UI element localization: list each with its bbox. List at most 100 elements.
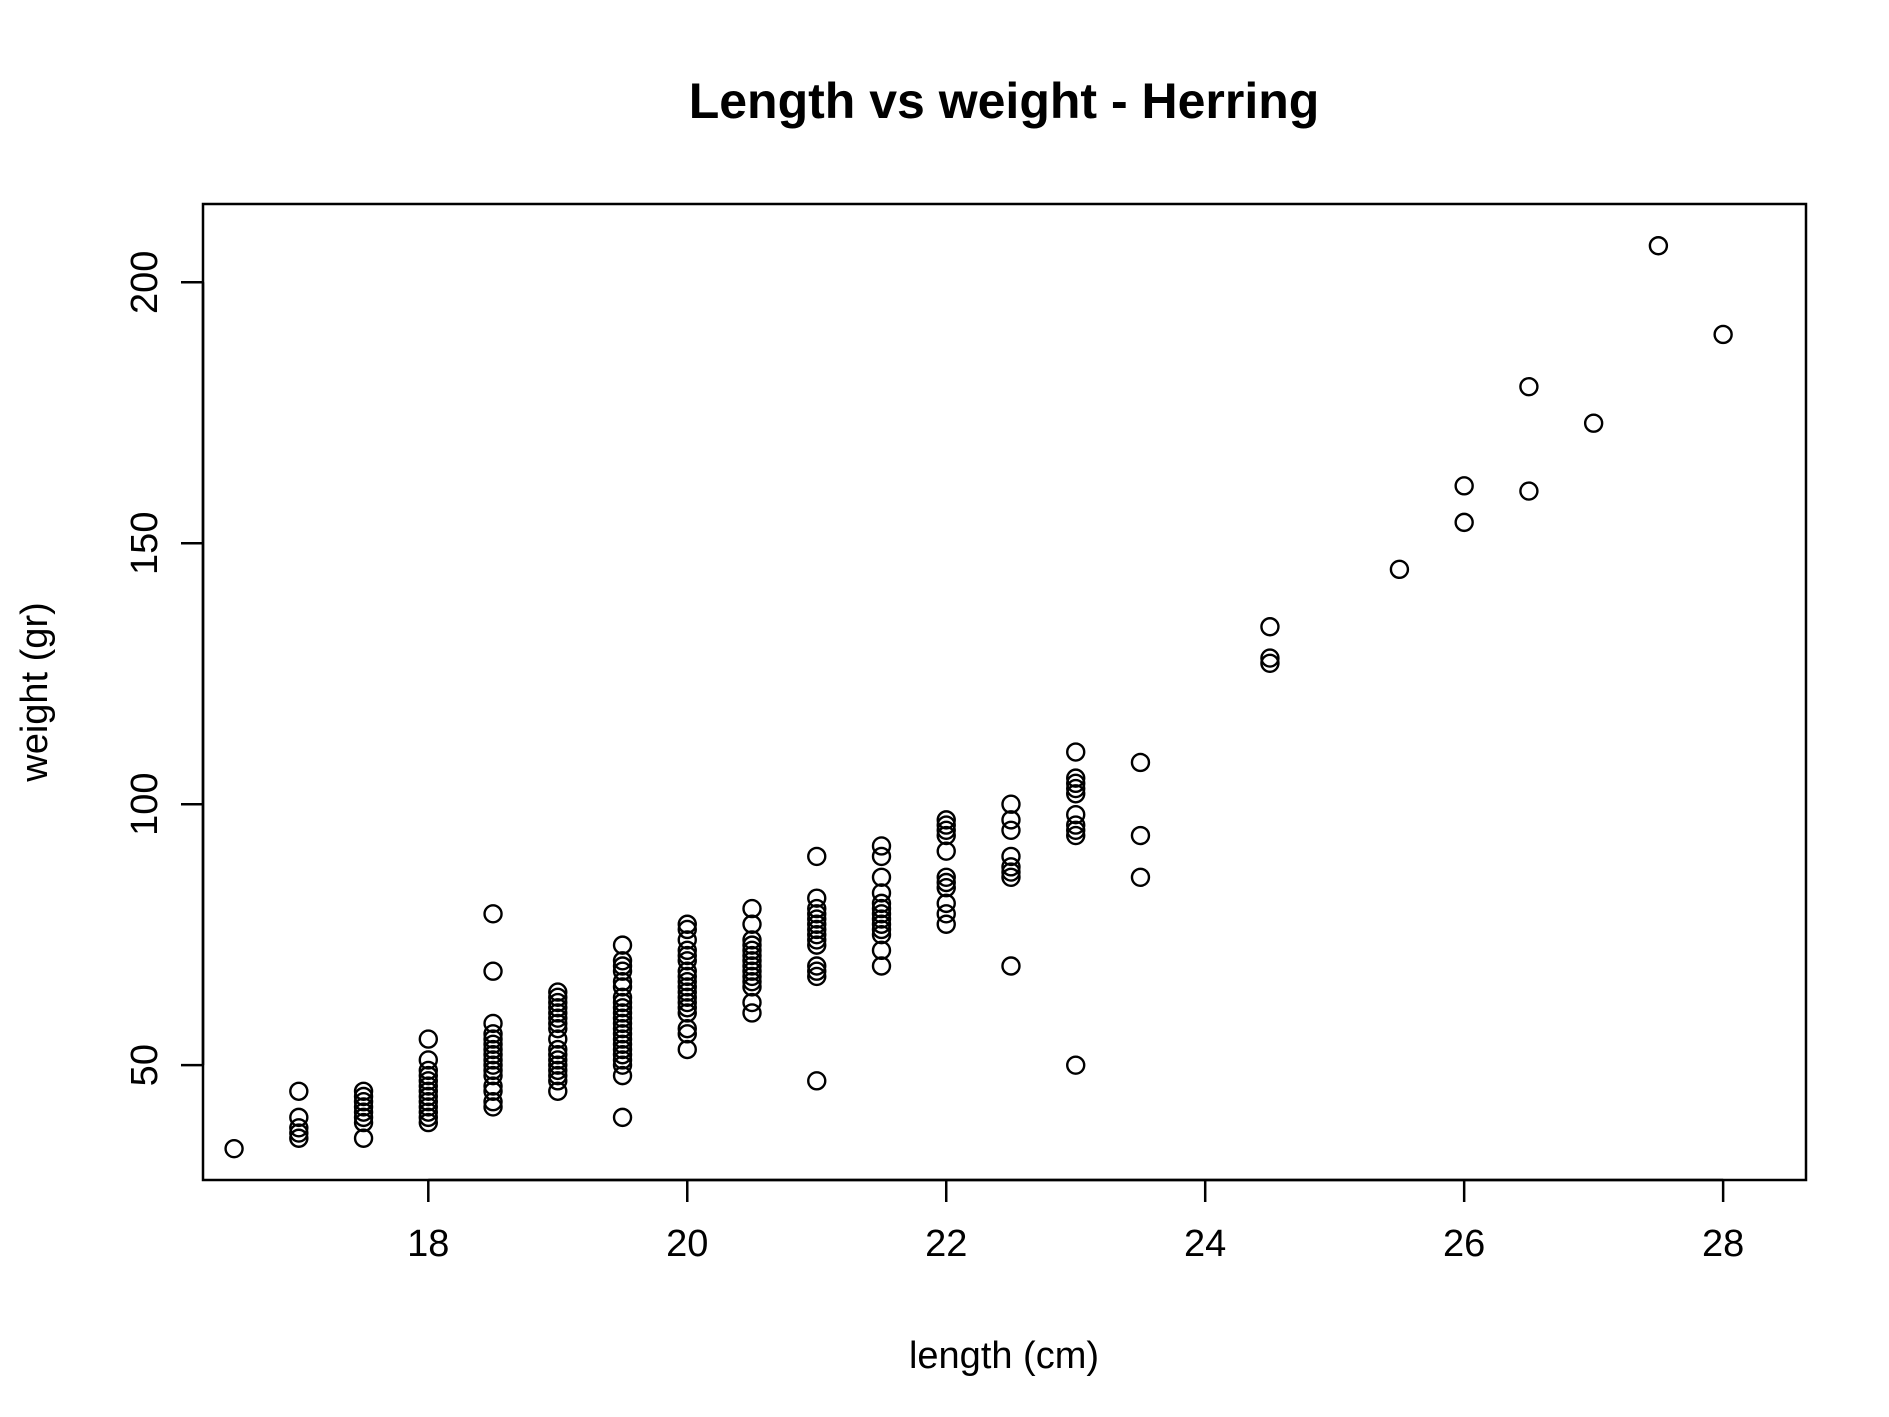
data-point	[1066, 773, 1086, 794]
data-point	[353, 1107, 374, 1128]
data-point	[871, 919, 892, 940]
data-point	[742, 961, 762, 981]
data-point	[612, 977, 633, 997]
data-point	[548, 982, 568, 1002]
data-point	[742, 1003, 762, 1023]
data-point	[742, 966, 762, 987]
data-point	[548, 1045, 568, 1065]
data-point	[807, 919, 827, 940]
x-tick-label: 18	[407, 1223, 449, 1265]
data-point	[677, 961, 697, 981]
data-point	[548, 1003, 568, 1023]
data-point	[807, 930, 827, 950]
data-point	[871, 893, 892, 914]
data-point	[1454, 476, 1474, 496]
data-point	[612, 1065, 633, 1086]
data-point	[1519, 376, 1539, 397]
data-point	[483, 904, 503, 924]
data-point	[871, 956, 892, 976]
data-point	[483, 1076, 503, 1096]
y-tick-label: 200	[124, 251, 166, 314]
data-point	[1001, 820, 1021, 841]
data-point	[353, 1081, 374, 1101]
data-point	[677, 992, 697, 1013]
data-point	[418, 1092, 439, 1112]
data-point	[1066, 742, 1086, 762]
data-point	[612, 971, 633, 992]
data-point	[612, 1107, 633, 1128]
data-point	[1066, 804, 1086, 825]
data-point	[871, 924, 892, 945]
data-point	[418, 1029, 439, 1049]
data-point	[612, 1055, 633, 1075]
data-point	[1260, 617, 1280, 637]
data-point	[612, 987, 633, 1008]
data-point	[936, 820, 956, 841]
data-point	[1389, 559, 1410, 580]
data-point	[936, 904, 956, 924]
data-point	[1001, 810, 1021, 830]
data-point	[807, 904, 827, 924]
data-point	[289, 1128, 309, 1148]
data-point	[353, 1092, 374, 1112]
data-point	[871, 883, 892, 903]
data-point	[418, 1076, 439, 1096]
data-point	[1130, 752, 1151, 773]
data-point	[936, 841, 956, 861]
data-point	[807, 914, 827, 934]
data-point	[353, 1128, 374, 1148]
data-point	[936, 872, 956, 893]
data-point	[807, 956, 827, 976]
data-point	[742, 935, 762, 955]
data-point	[807, 846, 827, 867]
data-point	[612, 951, 633, 971]
data-point	[1066, 820, 1086, 841]
data-point	[418, 1065, 439, 1086]
data-point	[807, 966, 827, 987]
x-axis: 18 20 22 24 26 28	[407, 1178, 1744, 1265]
data-point	[289, 1081, 309, 1101]
data-point	[612, 1034, 633, 1054]
data-point	[612, 1029, 633, 1049]
data-point	[548, 1060, 568, 1081]
data-point	[483, 1024, 503, 1044]
data-point	[483, 1081, 503, 1101]
data-point	[418, 1102, 439, 1122]
data-point	[418, 1107, 439, 1128]
data-point	[677, 977, 697, 997]
data-point	[612, 1045, 633, 1065]
data-point	[677, 982, 697, 1002]
data-point	[548, 992, 568, 1013]
data-point	[483, 961, 503, 981]
data-point	[483, 1065, 503, 1086]
data-point	[548, 1055, 568, 1075]
data-point	[548, 998, 568, 1018]
data-point	[677, 998, 697, 1018]
data-point	[1066, 825, 1086, 846]
data-point	[936, 825, 956, 846]
data-point	[742, 951, 762, 971]
data-point	[1066, 1055, 1086, 1075]
data-point	[677, 951, 697, 971]
data-point	[548, 1013, 568, 1034]
data-point	[548, 1008, 568, 1028]
data-point	[483, 1039, 503, 1060]
data-point	[677, 914, 697, 934]
data-point	[224, 1138, 244, 1159]
data-point	[353, 1086, 374, 1107]
data-point	[1260, 648, 1280, 668]
data-point	[936, 810, 956, 830]
data-point	[612, 998, 633, 1018]
data-point	[418, 1050, 439, 1070]
data-point	[807, 898, 827, 919]
data-point	[612, 935, 633, 955]
y-axis-label: weight (gr)	[14, 602, 56, 783]
data-point	[483, 1060, 503, 1081]
data-point	[612, 1008, 633, 1028]
data-point	[418, 1071, 439, 1091]
x-tick-label: 28	[1702, 1223, 1744, 1265]
data-point	[548, 1018, 568, 1039]
data-point	[483, 1029, 503, 1049]
y-axis: 50 100 150 200	[124, 251, 205, 1086]
